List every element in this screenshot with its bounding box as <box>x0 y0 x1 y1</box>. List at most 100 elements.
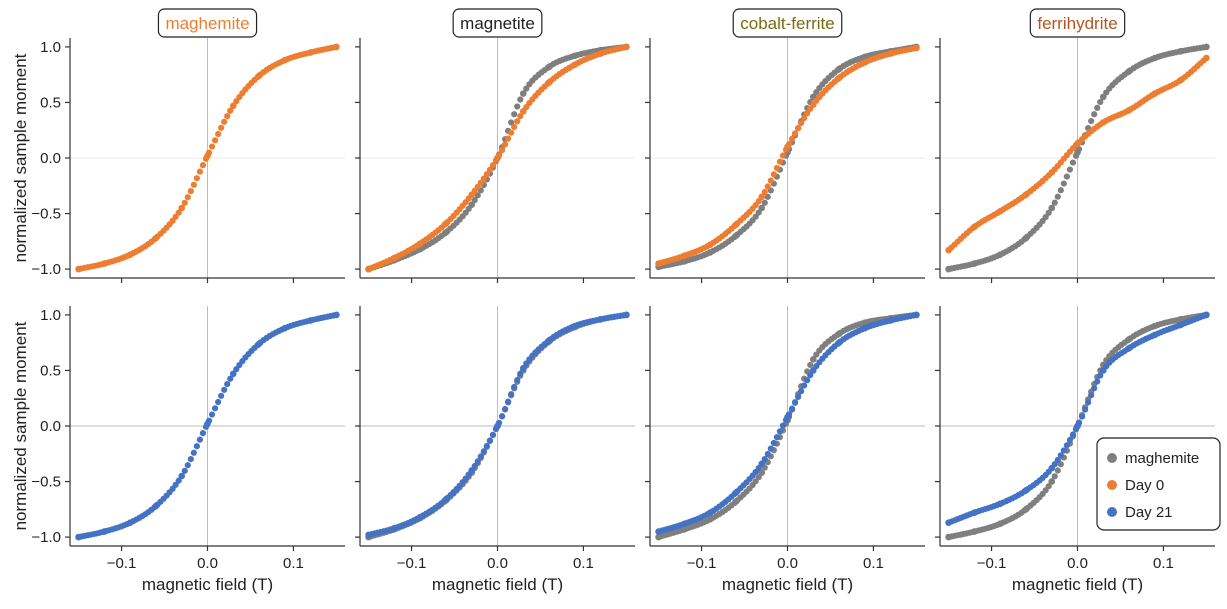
curve-marker <box>1094 104 1101 111</box>
curve-marker <box>761 456 768 463</box>
curve-marker <box>224 113 231 120</box>
data-point <box>945 533 952 541</box>
legend-marker <box>1107 453 1117 463</box>
data-point <box>255 72 263 80</box>
curve-marker <box>1054 193 1061 200</box>
curve-marker <box>1063 173 1070 180</box>
curve-marker <box>1057 187 1064 194</box>
curve-marker <box>788 135 796 142</box>
data-point <box>945 519 952 526</box>
curve-marker <box>187 456 194 463</box>
curve-marker <box>773 164 780 172</box>
data-point <box>681 258 688 265</box>
data-point <box>519 364 527 372</box>
curve-marker <box>1088 392 1095 399</box>
data-point <box>732 498 740 505</box>
data-point <box>861 324 869 332</box>
data-point <box>809 367 817 374</box>
data-point <box>229 370 237 378</box>
data-point <box>1125 336 1133 343</box>
data-point <box>1022 487 1030 494</box>
panel-r1-c1: −0.1 0.0 0.1 <box>355 306 635 572</box>
curve-marker <box>175 477 182 484</box>
data-point <box>597 316 604 323</box>
curve-marker <box>196 436 204 443</box>
data-point <box>204 420 211 428</box>
data-point <box>681 252 688 260</box>
curve-marker <box>187 188 194 195</box>
curve-marker <box>1042 214 1049 221</box>
x-axis-label: magnetic field (T) <box>1012 575 1143 594</box>
curve-marker <box>218 392 225 399</box>
curve-marker <box>505 135 512 142</box>
curve-marker <box>764 183 771 190</box>
x-tick-label: 0.1 <box>863 555 884 572</box>
curve-marker <box>514 118 521 125</box>
curve-marker <box>508 129 515 136</box>
data-point <box>784 413 791 421</box>
curve-marker <box>208 411 216 418</box>
curve-marker <box>175 209 182 216</box>
x-tick-label: 0.0 <box>197 555 218 572</box>
curve-marker <box>196 168 204 175</box>
series-day0 <box>945 54 1210 254</box>
curve-marker <box>227 375 234 382</box>
data-point <box>1022 234 1030 242</box>
curve-marker <box>221 386 228 393</box>
data-point <box>809 356 817 363</box>
curve-marker <box>1091 111 1098 118</box>
data-point <box>1099 367 1107 374</box>
curve-marker <box>501 141 509 148</box>
series-day0 <box>75 43 340 273</box>
legend-item: Day 0 <box>1107 477 1164 494</box>
data-point <box>468 201 476 208</box>
curve-marker <box>514 376 521 384</box>
curve-marker <box>480 448 487 455</box>
data-point <box>333 311 340 319</box>
curve-marker <box>1060 447 1067 454</box>
curve-marker <box>1060 180 1067 187</box>
curve-marker <box>498 147 506 154</box>
curve-marker <box>804 110 811 117</box>
panel-r0-c1: magnetite <box>355 8 635 283</box>
curve-marker <box>755 209 762 216</box>
y-tick-label: 1.0 <box>40 307 61 324</box>
curve-marker <box>801 115 808 122</box>
data-point <box>835 74 843 82</box>
data-point <box>706 516 714 523</box>
data-point <box>442 220 450 227</box>
curve-marker <box>483 171 490 178</box>
x-tick-label: 0.1 <box>573 555 594 572</box>
data-point <box>442 229 450 236</box>
x-tick-label: 0.0 <box>487 555 508 572</box>
y-tick-label: −1.0 <box>31 261 61 278</box>
y-tick-label: 0.5 <box>40 362 61 379</box>
data-point <box>784 143 791 151</box>
curve-marker <box>1054 467 1061 474</box>
column-title-text: magnetite <box>460 14 535 33</box>
data-point <box>519 90 527 97</box>
panel-r0-c2: cobalt-ferrite <box>645 8 925 283</box>
data-point <box>468 191 476 198</box>
data-point <box>861 59 869 66</box>
data-point <box>655 528 662 535</box>
data-point <box>835 330 843 338</box>
data-point <box>281 56 289 64</box>
legend-item: Day 21 <box>1107 504 1173 521</box>
y-tick-label: 0.0 <box>40 150 61 167</box>
data-point <box>913 311 920 319</box>
data-point <box>1203 54 1210 62</box>
data-point <box>1151 331 1159 339</box>
data-point <box>365 265 372 273</box>
data-point <box>1125 106 1133 114</box>
curve-marker <box>480 175 487 182</box>
curve-marker <box>517 96 524 103</box>
curve-marker <box>798 388 805 395</box>
data-point <box>1099 119 1107 126</box>
column-title: ferrihydrite <box>1029 8 1126 38</box>
column-title: maghemite <box>157 8 258 38</box>
data-point <box>391 524 398 532</box>
column-title-box <box>452 8 543 38</box>
column-title: cobalt-ferrite <box>732 8 843 38</box>
